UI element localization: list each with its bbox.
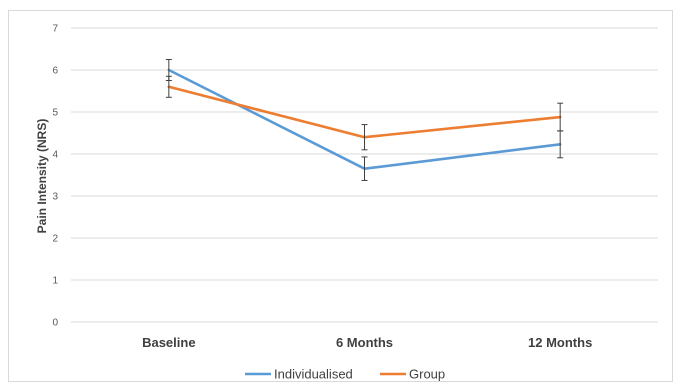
x-axis-ticks: Baseline 6 Months 12 Months — [142, 335, 592, 350]
y-tick-label: 7 — [52, 24, 58, 35]
legend-label: Individualised — [274, 367, 353, 382]
legend-label: Group — [409, 367, 445, 382]
y-tick-label: 5 — [52, 108, 58, 119]
y-tick-label: 6 — [52, 66, 58, 77]
y-axis-ticks: 0 1 2 3 4 5 6 7 — [52, 24, 58, 329]
series-individualised — [165, 59, 564, 181]
x-tick-label: 6 Months — [336, 335, 393, 350]
legend-item: Group — [380, 367, 445, 382]
y-tick-label: 2 — [52, 234, 58, 245]
x-tick-label: Baseline — [142, 335, 195, 350]
y-axis-title: Pain Intensity (NRS) — [35, 119, 49, 234]
legend: Individualised Group — [245, 367, 445, 382]
y-tick-label: 1 — [52, 276, 58, 287]
y-tick-label: 0 — [52, 318, 58, 329]
x-tick-label: 12 Months — [528, 335, 592, 350]
legend-item: Individualised — [245, 367, 353, 382]
series-group — [165, 75, 564, 151]
series-group — [165, 59, 564, 181]
y-tick-label: 3 — [52, 192, 58, 203]
y-tick-label: 4 — [52, 150, 58, 161]
